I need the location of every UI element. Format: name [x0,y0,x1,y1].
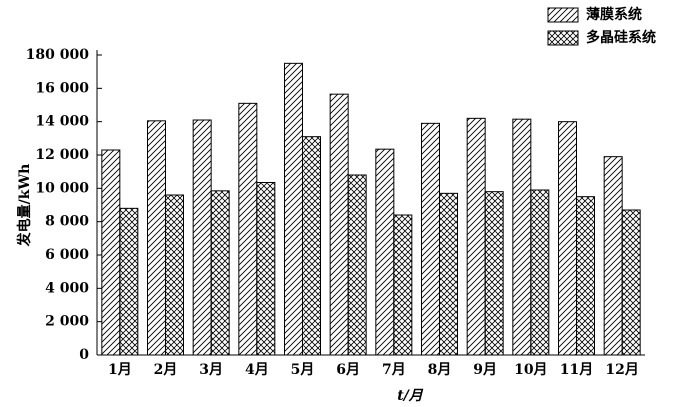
bar [192,119,212,356]
bar [603,156,623,356]
x-tick-label: 2月 [154,362,178,378]
x-tick-label: 7月 [382,362,406,378]
x-axis-label: t/月 [397,388,424,404]
x-tick-label: 8月 [428,362,452,378]
bar [439,192,458,356]
x-tick-label: 9月 [473,362,497,378]
bar [421,122,440,356]
bar [284,62,303,356]
bar [256,182,276,356]
bar [621,209,641,356]
bar [466,117,486,356]
y-tick-label: 10 000 [35,180,89,196]
bar [210,190,230,356]
bar [329,93,349,356]
x-tick-label: 11月 [560,362,593,378]
x-tick-label: 6月 [336,362,360,378]
y-tick-label: 8 000 [45,214,89,230]
bar [558,121,577,356]
bar [375,148,395,356]
bar [101,149,121,356]
bar [302,136,321,356]
x-tick-label: 4月 [245,362,269,378]
bar [347,174,367,356]
bar [576,196,595,356]
x-tick-label: 1月 [108,362,132,378]
bar [512,118,532,356]
y-tick-label: 16 000 [35,80,89,96]
y-axis-label: 发电量/kWh [16,164,33,248]
y-tick-label: 4 000 [45,280,89,296]
y-tick-label: 0 [79,347,89,363]
legend-label: 薄膜系统 [586,6,642,23]
bar [484,191,504,356]
x-tick-label: 5月 [291,362,315,378]
bar [147,120,166,356]
bar [238,102,258,356]
bar [119,207,139,356]
y-tick-label: 2 000 [45,314,89,330]
legend-swatch [547,7,579,23]
x-tick-label: 3月 [199,362,223,378]
legend-label: 多晶硅系统 [586,29,656,46]
bar [165,194,184,356]
y-tick-label: 12 000 [35,147,89,163]
x-tick-label: 10月 [514,362,547,378]
y-tick-label: 6 000 [45,247,89,263]
y-tick-label: 14 000 [35,114,89,130]
bar [393,214,413,356]
legend-swatch [547,30,579,46]
x-tick-label: 12月 [605,362,638,378]
bar [530,189,550,356]
y-tick-label: 180 000 [26,47,90,63]
